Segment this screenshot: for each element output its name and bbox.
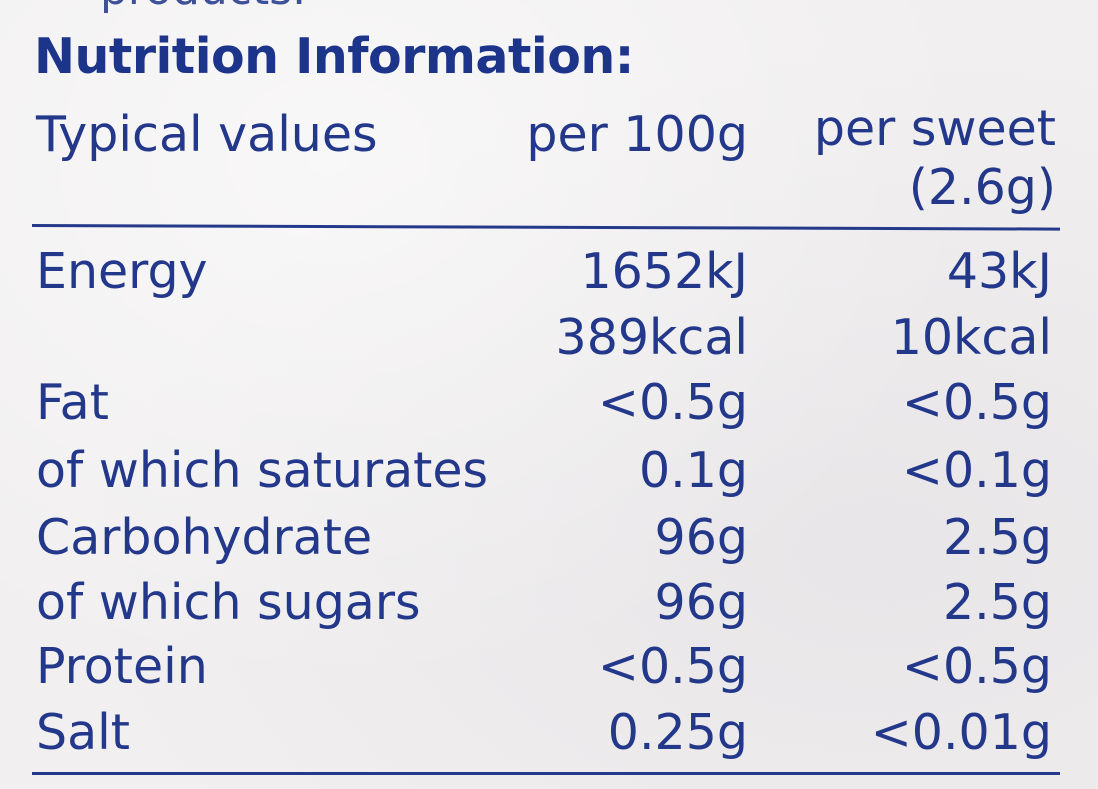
cropped-text-fragment: products. [100,0,306,15]
row-per-serving: 43kJ [946,243,1052,300]
row-label: of which sugars [36,574,421,631]
bottom-divider [32,772,1060,775]
row-per-serving: 10kcal [890,309,1052,366]
row-per-serving: 2.5g [942,574,1052,631]
row-per-100g: <0.5g [597,638,748,695]
row-per-100g: 389kcal [555,309,748,366]
row-per-100g: <0.5g [597,374,748,431]
row-per-100g: 96g [654,509,748,566]
row-per-serving: <0.01g [870,704,1052,761]
row-per-serving: <0.5g [901,374,1052,431]
row-per-serving: 2.5g [942,509,1052,566]
nutrition-title: Nutrition Information: [34,28,634,85]
header-typical-values: Typical values [36,106,378,163]
row-per-serving: <0.5g [901,638,1052,695]
row-per-100g: 0.25g [607,704,748,761]
row-label: Protein [36,638,208,695]
row-per-100g: 1652kJ [580,243,748,300]
row-label: Salt [36,704,130,761]
row-label: Carbohydrate [36,509,373,566]
row-per-100g: 96g [654,574,748,631]
row-per-100g: 0.1g [638,442,748,499]
header-per-100g: per 100g [526,106,748,163]
header-serving-size: (2.6g) [908,159,1056,216]
header-per-sweet: per sweet [813,100,1056,157]
row-per-serving: <0.1g [901,442,1052,499]
row-label: of which saturates [36,442,489,499]
row-label: Energy [36,243,208,300]
row-label: Fat [36,374,109,431]
header-divider [31,224,1060,231]
